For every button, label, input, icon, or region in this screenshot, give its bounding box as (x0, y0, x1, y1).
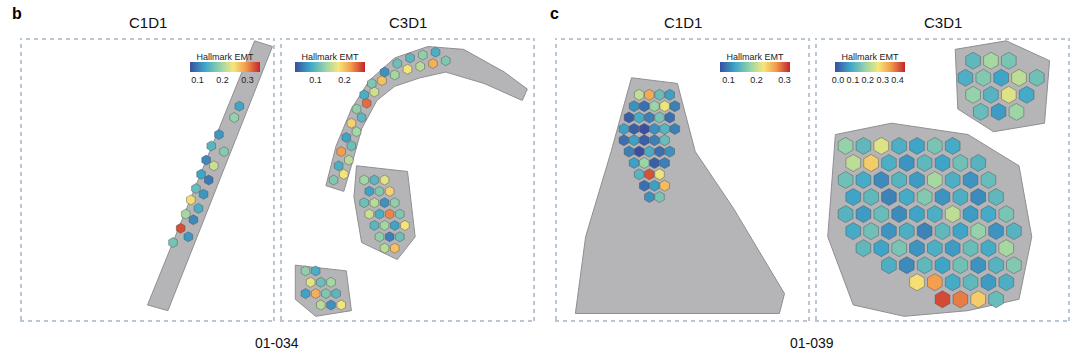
svg-text:0.3: 0.3 (778, 75, 791, 85)
svg-text:01-039: 01-039 (790, 335, 834, 351)
svg-text:b: b (12, 5, 22, 22)
svg-text:01-034: 01-034 (255, 335, 299, 351)
svg-text:0.3: 0.3 (241, 75, 254, 85)
svg-text:0.1: 0.1 (191, 75, 204, 85)
svg-text:0.2: 0.2 (338, 75, 351, 85)
svg-text:0.2: 0.2 (862, 75, 875, 85)
svg-text:Hallmark EMT: Hallmark EMT (841, 52, 899, 62)
svg-text:0.1: 0.1 (309, 75, 322, 85)
svg-text:C3D1: C3D1 (389, 14, 427, 31)
svg-text:C3D1: C3D1 (924, 14, 962, 31)
svg-text:0.1: 0.1 (722, 75, 735, 85)
svg-text:Hallmark EMT: Hallmark EMT (726, 52, 784, 62)
svg-text:Hallmark EMT: Hallmark EMT (196, 52, 254, 62)
svg-text:0.2: 0.2 (216, 75, 229, 85)
svg-text:0.1: 0.1 (847, 75, 860, 85)
svg-text:0.0: 0.0 (832, 75, 845, 85)
svg-text:0.4: 0.4 (891, 75, 904, 85)
svg-text:Hallmark EMT: Hallmark EMT (301, 52, 359, 62)
svg-text:c: c (550, 5, 559, 22)
svg-text:C1D1: C1D1 (129, 14, 167, 31)
svg-text:C1D1: C1D1 (664, 14, 702, 31)
svg-text:0.2: 0.2 (750, 75, 763, 85)
svg-text:0.3: 0.3 (876, 75, 889, 85)
